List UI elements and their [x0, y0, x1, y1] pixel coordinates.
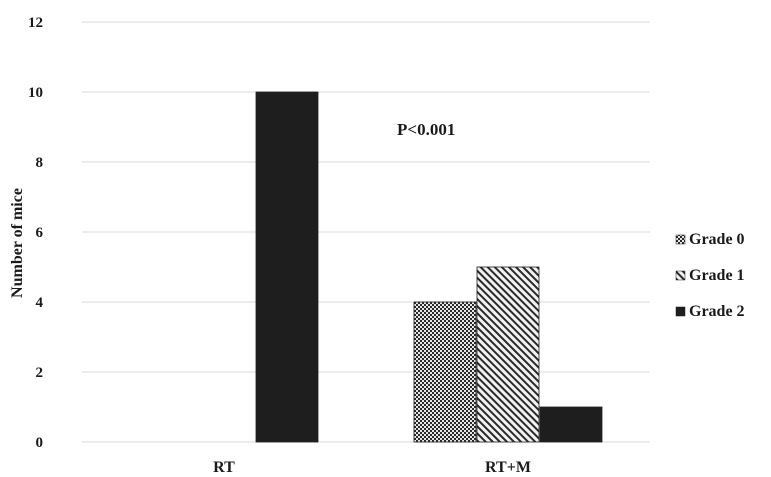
- legend-label: Grade 2: [689, 303, 745, 320]
- p-value-annotation: P<0.001: [397, 120, 455, 139]
- y-tick-label: 8: [36, 155, 44, 171]
- category-label: RT+M: [485, 459, 531, 476]
- category-labels: RT RT+M: [213, 459, 531, 476]
- legend-swatch: [675, 234, 686, 245]
- bar-grade-2-rtm: [539, 406, 603, 443]
- bar-grade-0-rtm: [413, 301, 477, 443]
- legend-swatch: [675, 306, 686, 317]
- legend-label: Grade 1: [689, 267, 745, 284]
- legend: Grade 0 Grade 1 Grade 2: [675, 231, 745, 320]
- y-tick-label: 12: [28, 15, 43, 31]
- y-tick-label: 10: [28, 85, 43, 101]
- y-tick-label: 2: [36, 365, 44, 381]
- bar-grade-1-rtm: [476, 266, 540, 443]
- y-axis-title: Number of mice: [9, 188, 26, 298]
- bar-grade-2-rt: [255, 91, 319, 443]
- gridlines: [82, 21, 650, 443]
- category-label: RT: [213, 459, 235, 476]
- legend-label: Grade 0: [689, 231, 745, 248]
- y-tick-labels: 0 2 4 6 8 10 12: [28, 15, 44, 451]
- legend-swatch: [675, 270, 686, 281]
- y-tick-label: 6: [36, 225, 44, 241]
- bars: [255, 91, 603, 443]
- y-tick-label: 4: [36, 295, 44, 311]
- y-tick-label: 0: [36, 435, 44, 451]
